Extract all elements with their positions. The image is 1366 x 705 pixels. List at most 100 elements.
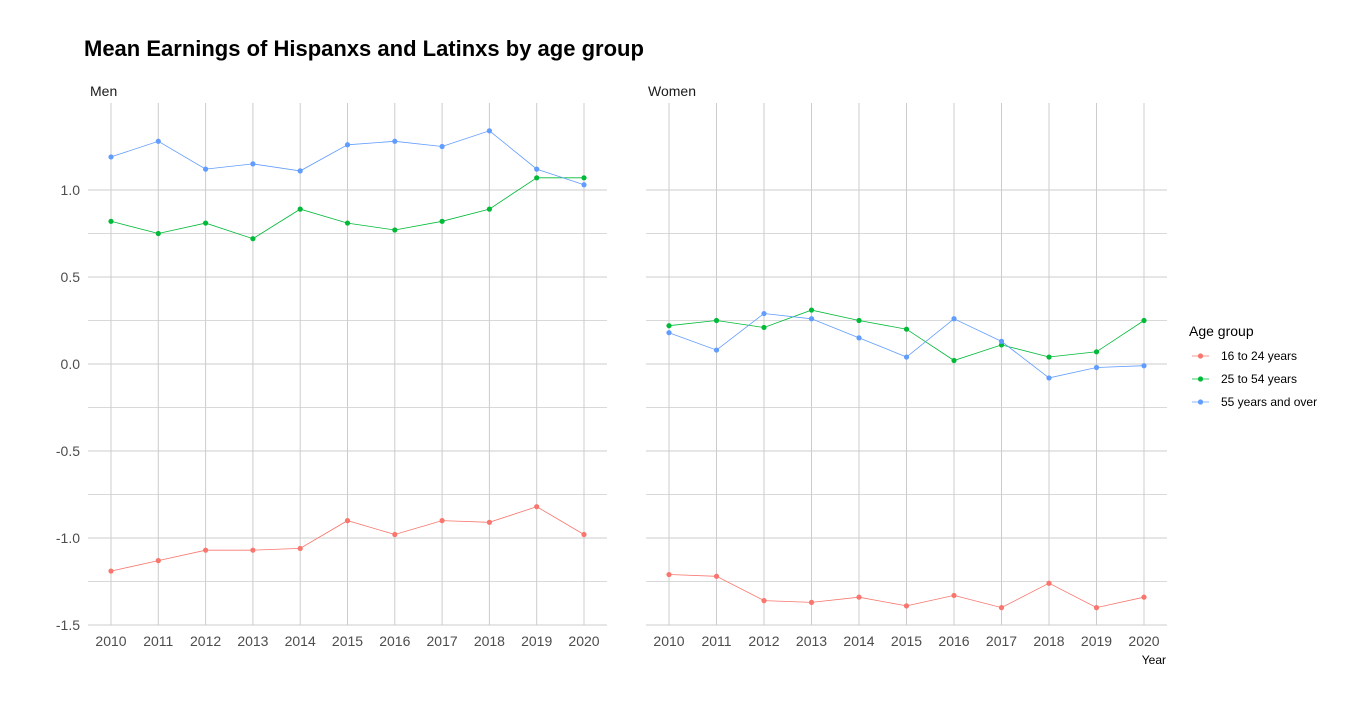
data-point-55-years-and-over — [1046, 375, 1052, 381]
data-point-16-to-24-years — [951, 592, 957, 599]
data-point-16-to-24-years — [155, 558, 161, 564]
data-point-16-to-24-years — [486, 519, 492, 525]
x-tick-label: 2019 — [1081, 633, 1112, 649]
data-point-16-to-24-years — [998, 605, 1005, 611]
data-point-55-years-and-over — [203, 166, 209, 172]
x-tick-label: 2013 — [796, 633, 827, 649]
data-point-25-to-54-years — [344, 220, 351, 226]
data-point-55-years-and-over — [297, 168, 303, 174]
x-tick-label: 2012 — [190, 633, 221, 649]
x-tick-label: 2017 — [427, 633, 458, 649]
data-point-16-to-24-years — [534, 504, 540, 510]
legend-label: 55 years and over — [1221, 395, 1317, 409]
legend-entry-55-years-and-over: 55 years and over — [1192, 395, 1317, 409]
data-point-25-to-54-years — [856, 317, 862, 324]
facet-label-women: Women — [648, 83, 696, 99]
data-point-55-years-and-over — [903, 354, 910, 360]
data-point-55-years-and-over — [581, 182, 587, 188]
data-point-55-years-and-over — [392, 138, 398, 144]
data-point-25-to-54-years — [1141, 317, 1147, 324]
data-point-55-years-and-over — [1141, 363, 1147, 369]
data-point-16-to-24-years — [581, 531, 587, 538]
chart-title: Mean Earnings of Hispanxs and Latinxs by… — [84, 36, 644, 61]
data-point-25-to-54-years — [761, 324, 767, 331]
legend-key-point — [1197, 376, 1204, 382]
data-point-16-to-24-years — [250, 547, 256, 553]
data-point-25-to-54-years — [1093, 349, 1100, 355]
facet-label-men: Men — [90, 83, 117, 99]
x-tick-label: 2018 — [474, 633, 505, 649]
data-point-25-to-54-years — [203, 220, 209, 226]
x-tick-label: 2014 — [843, 633, 874, 649]
data-point-16-to-24-years — [203, 547, 209, 553]
data-point-25-to-54-years — [581, 175, 587, 181]
data-point-25-to-54-years — [486, 206, 492, 212]
data-point-55-years-and-over — [808, 316, 815, 322]
x-tick-label: 2013 — [237, 633, 268, 649]
legend-entry-25-to-54-years: 25 to 54 years — [1192, 372, 1297, 386]
x-tick-label: 2012 — [748, 633, 779, 649]
data-point-16-to-24-years — [1093, 605, 1100, 611]
panel-women: 2010 2011 2012 2013 2014 2015 2016 2017 2018 2019… — [646, 83, 1167, 649]
legend-entry-16-to-24-years: 16 to 24 years — [1192, 349, 1297, 363]
x-tick-label: 2017 — [986, 633, 1017, 649]
data-point-55-years-and-over — [666, 330, 672, 336]
data-point-25-to-54-years — [108, 218, 114, 224]
x-tick-label: 2016 — [379, 633, 410, 649]
y-tick-label: 0.0 — [61, 356, 81, 372]
data-point-16-to-24-years — [1046, 580, 1052, 586]
x-tick-label: 2010 — [95, 633, 126, 649]
data-point-55-years-and-over — [344, 142, 351, 148]
data-point-55-years-and-over — [1093, 364, 1100, 371]
data-point-55-years-and-over — [108, 154, 114, 160]
legend: Age group 16 to 24 years 25 to 54 years 55 … — [1189, 323, 1317, 409]
y-tick-label: 0.5 — [61, 269, 81, 285]
data-point-25-to-54-years — [297, 206, 303, 212]
data-point-25-to-54-years — [951, 357, 957, 364]
data-point-25-to-54-years — [1046, 354, 1052, 360]
x-tick-label: 2019 — [521, 633, 552, 649]
legend-label: 16 to 24 years — [1221, 349, 1297, 363]
data-point-25-to-54-years — [713, 317, 720, 324]
data-point-25-to-54-years — [666, 323, 672, 329]
y-tick-label: -1.0 — [56, 530, 80, 546]
x-tick-label: 2020 — [1128, 633, 1159, 649]
data-point-16-to-24-years — [392, 531, 398, 538]
data-point-55-years-and-over — [439, 143, 445, 150]
x-tick-label: 2016 — [938, 633, 969, 649]
legend-title: Age group — [1189, 323, 1254, 339]
data-point-55-years-and-over — [951, 316, 957, 322]
data-point-16-to-24-years — [439, 518, 445, 524]
data-point-16-to-24-years — [808, 599, 815, 605]
panel-men: -1.5 -1.0 -0.5 0.0 0.5 1.0 2010 2011 2012 2013 201… — [56, 83, 607, 649]
data-point-16-to-24-years — [761, 598, 767, 604]
x-tick-label: 2014 — [285, 633, 316, 649]
x-tick-label: 2015 — [332, 633, 363, 649]
data-point-16-to-24-years — [856, 594, 862, 600]
x-tick-label: 2015 — [891, 633, 922, 649]
data-point-55-years-and-over — [250, 161, 256, 167]
data-point-25-to-54-years — [808, 307, 815, 313]
legend-key-point — [1197, 353, 1204, 359]
x-tick-label: 2020 — [568, 633, 599, 649]
data-point-55-years-and-over — [713, 347, 720, 353]
data-point-16-to-24-years — [344, 518, 351, 524]
data-point-16-to-24-years — [713, 573, 720, 579]
data-point-25-to-54-years — [439, 218, 445, 224]
data-point-25-to-54-years — [250, 236, 256, 242]
data-point-16-to-24-years — [108, 568, 114, 574]
data-point-16-to-24-years — [297, 545, 303, 552]
x-tick-label: 2011 — [143, 633, 173, 649]
data-point-55-years-and-over — [155, 138, 161, 144]
data-point-55-years-and-over — [856, 335, 862, 341]
data-point-55-years-and-over — [534, 166, 540, 172]
data-point-25-to-54-years — [392, 227, 398, 233]
x-tick-label: 2011 — [701, 633, 731, 649]
y-tick-label: -0.5 — [56, 443, 80, 459]
data-point-25-to-54-years — [534, 175, 540, 181]
data-point-16-to-24-years — [666, 571, 672, 578]
x-tick-label: 2018 — [1033, 633, 1064, 649]
legend-label: 25 to 54 years — [1221, 372, 1297, 386]
